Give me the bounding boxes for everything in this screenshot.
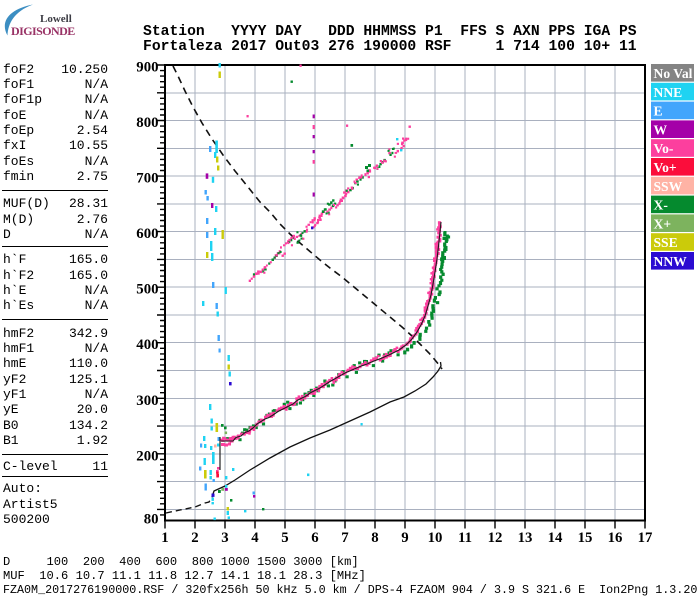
svg-text:X+: X+ <box>654 216 672 231</box>
svg-text:SSE: SSE <box>654 235 678 250</box>
svg-text:900: 900 <box>136 60 158 76</box>
svg-text:14: 14 <box>548 530 563 546</box>
svg-text:8: 8 <box>371 530 378 546</box>
svg-text:2: 2 <box>191 530 198 546</box>
svg-text:500: 500 <box>136 282 158 298</box>
svg-text:No Val: No Val <box>654 66 693 81</box>
svg-text:X-: X- <box>654 198 669 213</box>
svg-text:7: 7 <box>341 530 349 546</box>
svg-text:13: 13 <box>518 530 533 546</box>
svg-text:SSW: SSW <box>654 179 683 194</box>
svg-text:80: 80 <box>144 512 159 528</box>
svg-text:400: 400 <box>136 337 158 353</box>
svg-text:300: 300 <box>136 393 158 409</box>
svg-text:17: 17 <box>638 530 653 546</box>
svg-text:11: 11 <box>458 530 472 546</box>
svg-text:9: 9 <box>401 530 408 546</box>
svg-text:W: W <box>654 122 668 137</box>
svg-text:6: 6 <box>311 530 318 546</box>
svg-text:3: 3 <box>221 530 228 546</box>
svg-text:800: 800 <box>136 115 158 131</box>
svg-text:Vo-: Vo- <box>654 141 674 156</box>
svg-text:700: 700 <box>136 171 158 187</box>
svg-text:NNW: NNW <box>654 254 688 269</box>
svg-text:NNE: NNE <box>654 85 683 100</box>
svg-text:15: 15 <box>578 530 593 546</box>
svg-text:E: E <box>654 104 663 119</box>
svg-text:10: 10 <box>428 530 443 546</box>
svg-text:1: 1 <box>161 530 168 546</box>
svg-text:16: 16 <box>608 530 623 546</box>
svg-text:200: 200 <box>136 448 158 464</box>
svg-text:Vo+: Vo+ <box>654 160 677 175</box>
svg-text:5: 5 <box>281 530 288 546</box>
svg-text:12: 12 <box>488 530 503 546</box>
svg-text:600: 600 <box>136 226 158 242</box>
svg-text:4: 4 <box>251 530 259 546</box>
